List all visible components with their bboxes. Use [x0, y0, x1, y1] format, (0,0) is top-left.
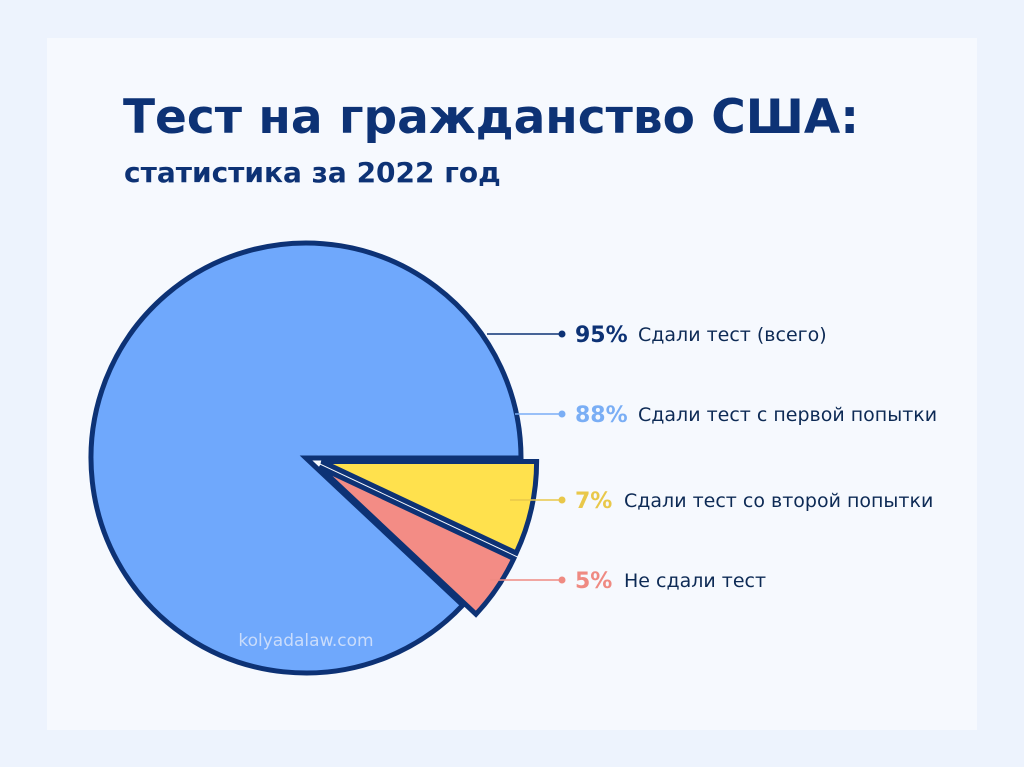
legend-value: 88% [575, 403, 628, 428]
legend-dot [558, 410, 566, 418]
legend-label: Сдали тест (всего) [638, 324, 827, 346]
legend-dot [558, 496, 566, 504]
legend-dot [558, 576, 566, 584]
pie-slices [88, 240, 540, 676]
legend-value: 5% [575, 569, 612, 594]
legend-label: Сдали тест со второй попытки [624, 490, 933, 512]
legend-dot [558, 330, 566, 338]
watermark-text: kolyadalaw.com [238, 631, 373, 651]
legend-label: Не сдали тест [624, 570, 766, 592]
slice-failed [317, 464, 518, 618]
slice-passed-first [88, 240, 524, 676]
legend-value: 95% [575, 323, 628, 348]
legend-label: Сдали тест с первой попытки [638, 404, 937, 426]
chart-subtitle: статистика за 2022 год [124, 156, 501, 189]
slice-passed-second [320, 458, 540, 557]
legend-value: 7% [575, 489, 612, 514]
chart-legend: 95% Сдали тест (всего) 88% Сдали тест с пер… [487, 323, 937, 594]
chart-title: Тест на гражданство США: [123, 90, 860, 145]
